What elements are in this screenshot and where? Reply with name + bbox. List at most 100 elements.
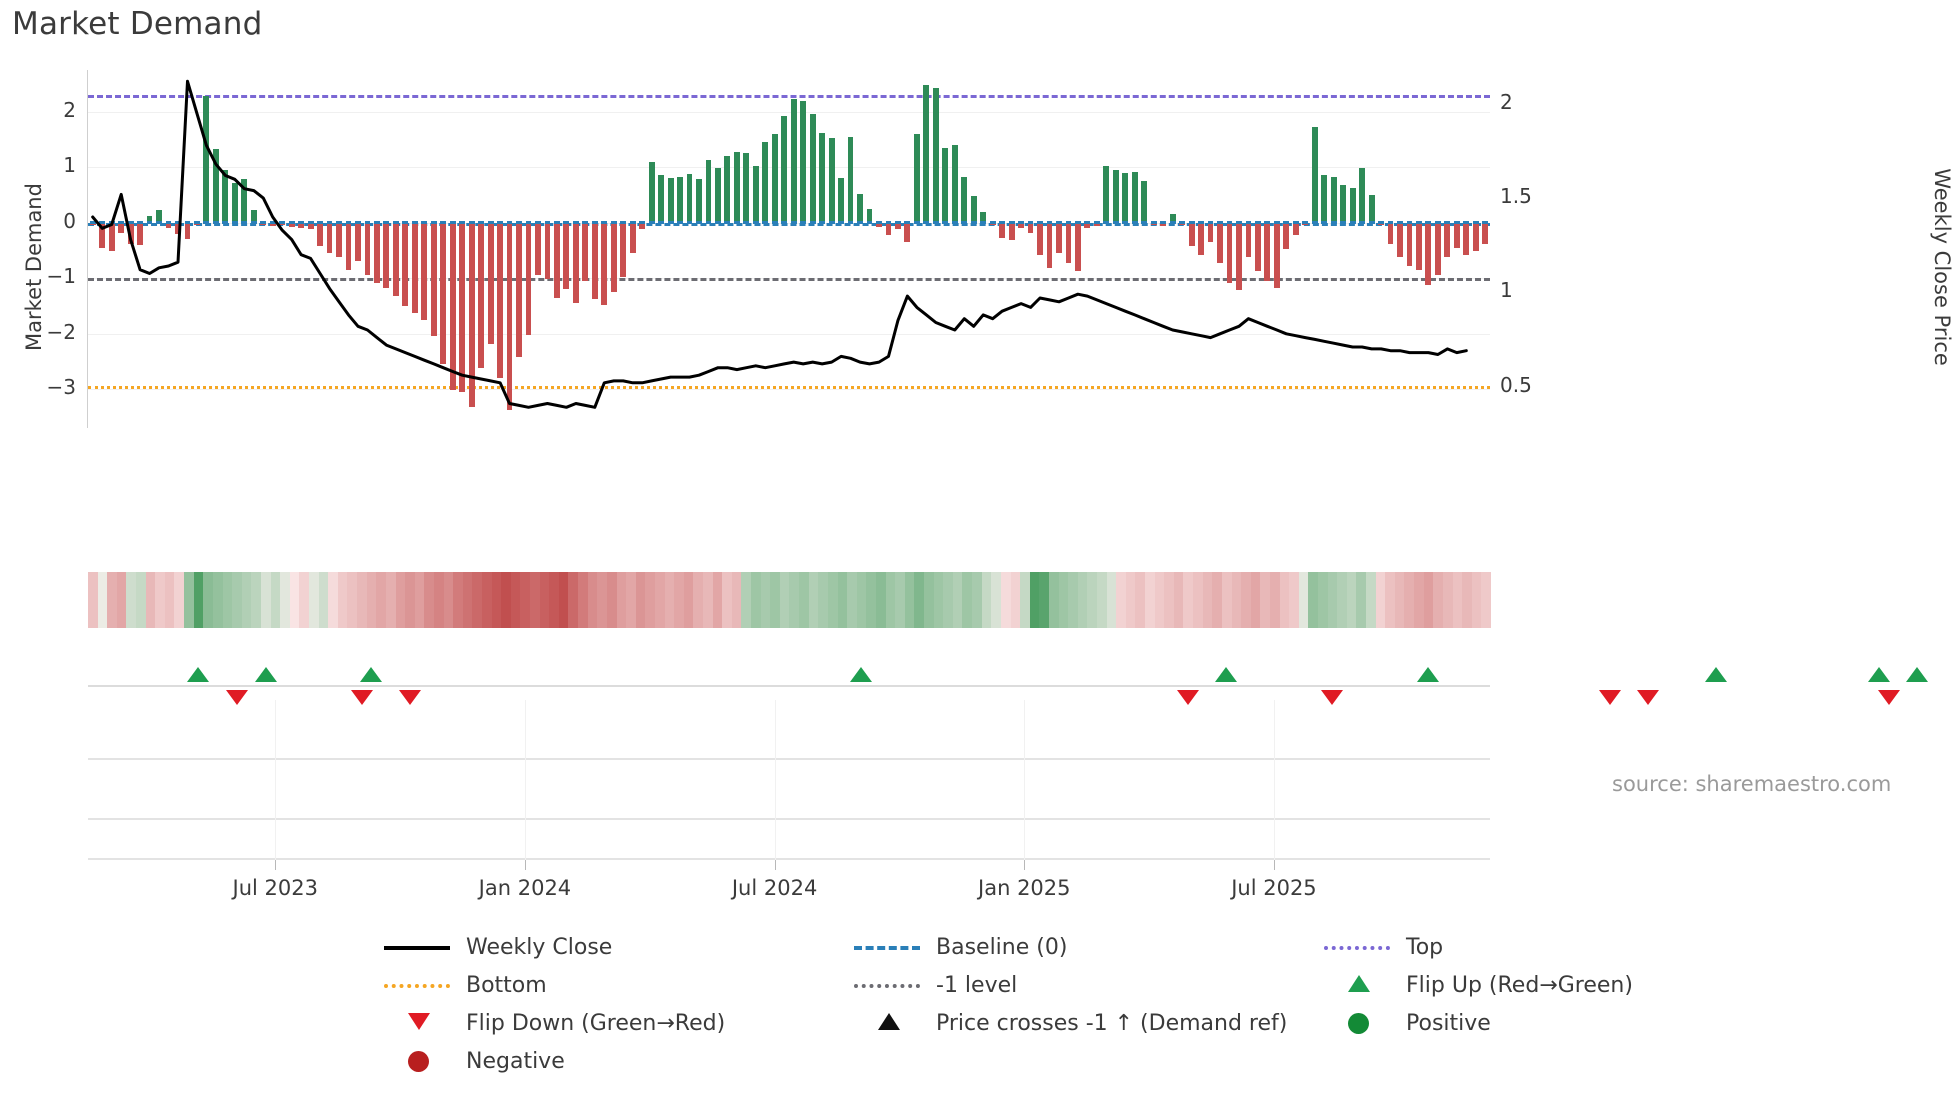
baseline-cap (336, 221, 342, 225)
legend-item[interactable]: Flip Up (Red→Green) (1320, 966, 1740, 1004)
baseline-cap (1254, 221, 1261, 225)
heat-cell (472, 572, 482, 628)
heat-cell (789, 572, 800, 628)
heat-cell (693, 572, 703, 628)
demand-bar (1311, 127, 1318, 223)
demand-bar (1160, 222, 1167, 226)
demand-bar (1472, 222, 1479, 252)
demand-bar (1453, 222, 1460, 248)
baseline-cap (1453, 221, 1460, 225)
heat-cell (597, 572, 607, 628)
legend-item[interactable]: Top (1320, 928, 1740, 966)
baseline-cap (89, 221, 96, 225)
heat-cell (952, 572, 963, 628)
heat-cell (1164, 572, 1174, 628)
baseline-cap (364, 221, 371, 225)
demand-bar (762, 142, 769, 223)
demand-bar (610, 222, 617, 292)
baseline-cap (876, 221, 882, 225)
heat-cell (1423, 572, 1434, 628)
demand-bar (1008, 222, 1015, 241)
heat-cell (751, 572, 761, 628)
legend-item[interactable]: Negative (380, 1042, 850, 1080)
demand-bar (222, 169, 229, 223)
baseline-cap (1150, 221, 1157, 225)
baseline-cap (165, 221, 172, 225)
legend-item[interactable]: Weekly Close (380, 928, 850, 966)
demand-bar (421, 222, 428, 320)
legend-swatch-glyph (408, 1051, 429, 1072)
legend-item[interactable]: Price crosses -1 ↑ (Demand ref) (850, 1004, 1320, 1042)
demand-bar (876, 222, 882, 228)
baseline-cap (231, 221, 238, 225)
baseline-cap (1292, 221, 1299, 225)
baseline-cap (137, 221, 144, 225)
demand-bar (1188, 222, 1195, 246)
demand-bar (156, 210, 162, 223)
flip-down-marker (1877, 690, 1900, 705)
baseline-cap (203, 221, 210, 225)
baseline-cap (1397, 221, 1403, 225)
baseline-cap (591, 221, 598, 225)
baseline-cap (601, 221, 608, 225)
baseline-cap (752, 221, 759, 225)
demand-bar (951, 144, 958, 223)
demand-bar (667, 178, 674, 223)
demand-bar (1056, 222, 1062, 254)
heat-cell (1385, 572, 1395, 628)
heat-cell (1173, 572, 1184, 628)
legend-item[interactable]: Flip Down (Green→Red) (380, 1004, 850, 1042)
demand-bar (184, 222, 191, 240)
legend-item[interactable]: Positive (1320, 1004, 1740, 1042)
heat-cell (856, 572, 867, 628)
demand-bar (1425, 222, 1432, 285)
baseline-cap (809, 221, 816, 225)
baseline-cap (355, 221, 361, 225)
baseline-cap (1008, 221, 1015, 225)
baseline-cap (1037, 221, 1043, 225)
legend-item[interactable]: -1 level (850, 966, 1320, 1004)
heat-cell (616, 572, 627, 628)
demand-bar (620, 222, 627, 278)
baseline-cap (639, 221, 646, 225)
heat-cell (799, 572, 809, 628)
demand-bar (724, 156, 731, 223)
heat-cell (366, 572, 377, 628)
baseline-cap (989, 221, 996, 225)
heat-cell (654, 572, 665, 628)
baseline-cap (506, 221, 513, 225)
baseline-cap (1416, 221, 1422, 225)
demand-bar (932, 88, 939, 223)
demand-bar (298, 222, 305, 229)
demand-bar (1349, 188, 1356, 223)
heat-cell (88, 572, 98, 628)
heat-cell (818, 572, 828, 628)
demand-bar (686, 173, 693, 223)
demand-bar (108, 222, 115, 252)
heat-cell (703, 572, 713, 628)
flip-up-marker (187, 667, 210, 682)
baseline-cap (667, 221, 674, 225)
legend-swatch-glyph (1348, 1013, 1369, 1034)
heat-cell (1087, 572, 1097, 628)
heat-cell (722, 572, 732, 628)
heat-cell (251, 572, 261, 628)
baseline-cap (686, 221, 693, 225)
demand-bar (535, 222, 541, 276)
baseline-cap (1387, 221, 1394, 225)
x-tick-label: Jul 2024 (731, 876, 818, 900)
baseline-cap (373, 221, 380, 225)
demand-bar (781, 116, 788, 223)
demand-bar (790, 99, 797, 223)
lower-gridline (88, 858, 1490, 860)
circle-dark-red-icon (380, 1049, 454, 1073)
heat-cell (203, 572, 213, 628)
baseline-cap (582, 221, 589, 225)
legend-item[interactable]: Baseline (0) (850, 928, 1320, 966)
baseline-cap (838, 221, 845, 225)
legend-item[interactable]: Bottom (380, 966, 850, 1004)
baseline-cap (1112, 221, 1119, 225)
heat-cell (847, 572, 857, 628)
demand-bar (506, 222, 513, 411)
flip-down-marker (1320, 690, 1343, 705)
